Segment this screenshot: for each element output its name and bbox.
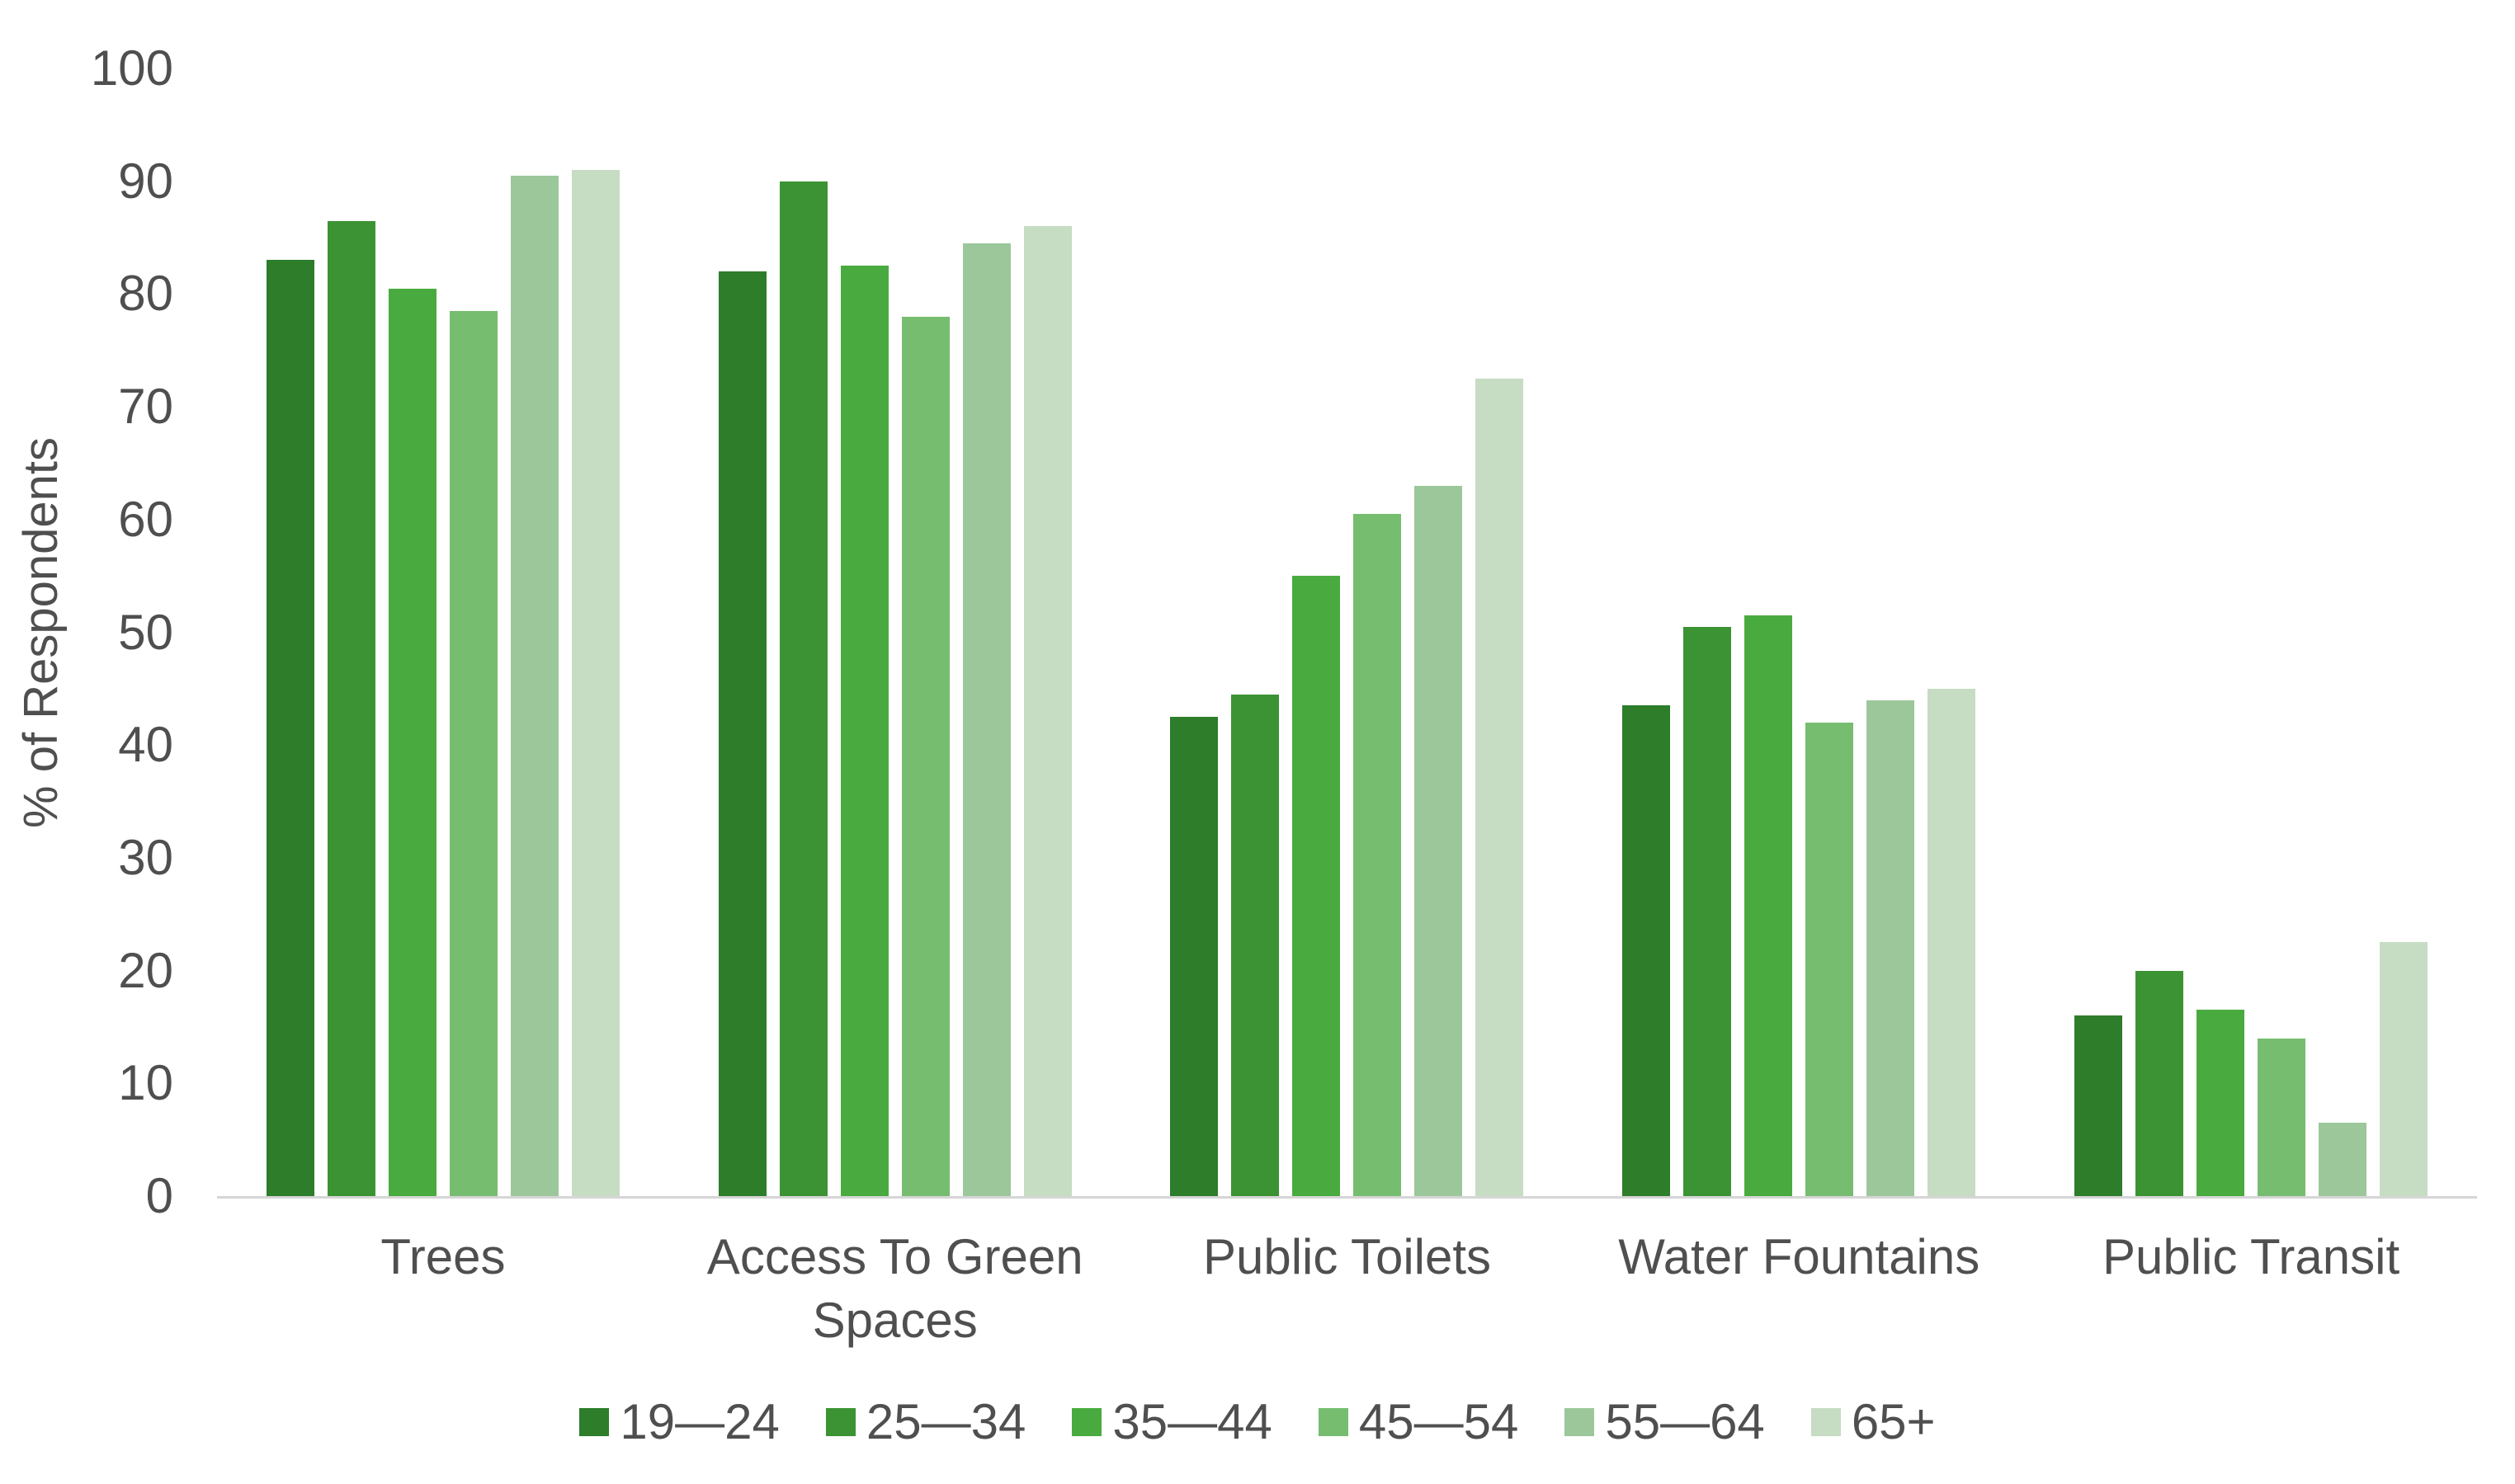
bar-65+-Trees: [571, 170, 620, 1196]
bar-25—34-Public Toilets: [1231, 694, 1280, 1196]
category-label: Water Fountains: [1618, 1229, 1980, 1284]
bar-45—54-Public Toilets: [1353, 513, 1402, 1196]
bar-19—24-Public Transit: [2074, 1015, 2123, 1196]
legend-swatch: [1072, 1408, 1102, 1436]
legend: 19—24 25—34 35—44 45—54 55—64 65+: [0, 1397, 2515, 1447]
legend-label: 19—24: [620, 1394, 780, 1449]
bar-45—54-Water Fountains: [1805, 722, 1854, 1196]
category-labels: Trees Access To Green Spaces Public Toilet…: [217, 1226, 2477, 1353]
legend-swatch: [825, 1408, 856, 1436]
legend-item: 55—64: [1564, 1394, 1765, 1449]
bar-45—54-Public Transit: [2258, 1038, 2306, 1196]
legend-swatch: [1810, 1408, 1841, 1436]
y-tick-label: 60: [118, 491, 173, 547]
bar-55—64-Water Fountains: [1866, 700, 1915, 1196]
bar-25—34-Water Fountains: [1683, 626, 1732, 1196]
category-label: Trees: [380, 1229, 506, 1284]
bar-25—34-Trees: [327, 220, 375, 1196]
legend-label: 65+: [1851, 1394, 1936, 1449]
bar-55—64-Trees: [510, 175, 559, 1196]
bar-65+-Public Transit: [2380, 942, 2428, 1196]
y-tick-label: 70: [118, 379, 173, 435]
bar-55—64-Access To Green Spaces: [962, 243, 1011, 1196]
bar-group: [2025, 68, 2477, 1196]
y-tick-label: 50: [118, 604, 173, 660]
legend-item: 25—34: [825, 1394, 1026, 1449]
bar-groups: [217, 68, 2477, 1196]
bar-group: [669, 68, 1121, 1196]
y-tick-label: 0: [145, 1168, 173, 1223]
bar-65+-Public Toilets: [1475, 378, 1524, 1196]
legend-item: 35—44: [1072, 1397, 1272, 1447]
category-label-cell: Access To Green Spaces: [669, 1226, 1121, 1353]
legend-label: 35—44: [1112, 1394, 1272, 1449]
y-tick-label: 20: [118, 942, 173, 998]
legend-item: 45—54: [1318, 1394, 1519, 1449]
legend-label: 45—54: [1358, 1394, 1519, 1449]
bar-19—24-Water Fountains: [1622, 705, 1671, 1196]
y-tick-label: 40: [118, 717, 173, 773]
bar-45—54-Access To Green Spaces: [901, 316, 950, 1196]
bar-group: [1573, 68, 2025, 1196]
bar-19—24-Public Toilets: [1170, 717, 1219, 1196]
bar-35—44-Public Transit: [2196, 1010, 2245, 1196]
bar-group: [217, 68, 669, 1196]
y-tick-label: 10: [118, 1055, 173, 1111]
bar-65+-Water Fountains: [1928, 688, 1976, 1196]
y-tick-label: 80: [118, 266, 173, 322]
bar-35—44-Trees: [388, 288, 436, 1196]
bar-19—24-Access To Green Spaces: [718, 271, 767, 1196]
category-label: Access To Green Spaces: [706, 1229, 1083, 1348]
legend-item: 19—24: [579, 1394, 780, 1449]
category-label-cell: Trees: [217, 1226, 669, 1353]
bar-25—34-Access To Green Spaces: [779, 181, 828, 1196]
legend-label: 55—64: [1605, 1394, 1765, 1449]
bar-65+-Access To Green Spaces: [1023, 226, 1072, 1196]
bar-group: [1121, 68, 1574, 1196]
bar-19—24-Trees: [266, 260, 314, 1196]
y-tick-label: 30: [118, 829, 173, 885]
legend-item: 65+: [1810, 1394, 1936, 1449]
category-label-cell: Water Fountains: [1573, 1226, 2025, 1353]
category-label-cell: Public Transit: [2025, 1226, 2477, 1353]
legend-swatch: [1318, 1408, 1348, 1436]
legend-swatch: [1564, 1408, 1595, 1436]
bar-55—64-Public Toilets: [1414, 485, 1463, 1196]
y-tick-label: 90: [118, 153, 173, 209]
category-label-cell: Public Toilets: [1121, 1226, 1574, 1353]
category-label: Public Transit: [2102, 1229, 2400, 1284]
bar-35—44-Access To Green Spaces: [840, 266, 889, 1196]
bar-35—44-Water Fountains: [1744, 615, 1793, 1196]
plot-area: 0 10 20 30 40 50 60 70 80 90 100: [91, 44, 2477, 1221]
legend-label: 25—34: [866, 1394, 1026, 1449]
bar-35—44-Public Toilets: [1292, 576, 1341, 1196]
bar-25—34-Public Transit: [2135, 970, 2184, 1196]
legend-swatch: [579, 1408, 610, 1436]
category-label: Public Toilets: [1202, 1229, 1492, 1284]
y-tick-label: 100: [90, 40, 173, 96]
bar-55—64-Public Transit: [2319, 1123, 2367, 1196]
bar-45—54-Trees: [449, 310, 498, 1196]
